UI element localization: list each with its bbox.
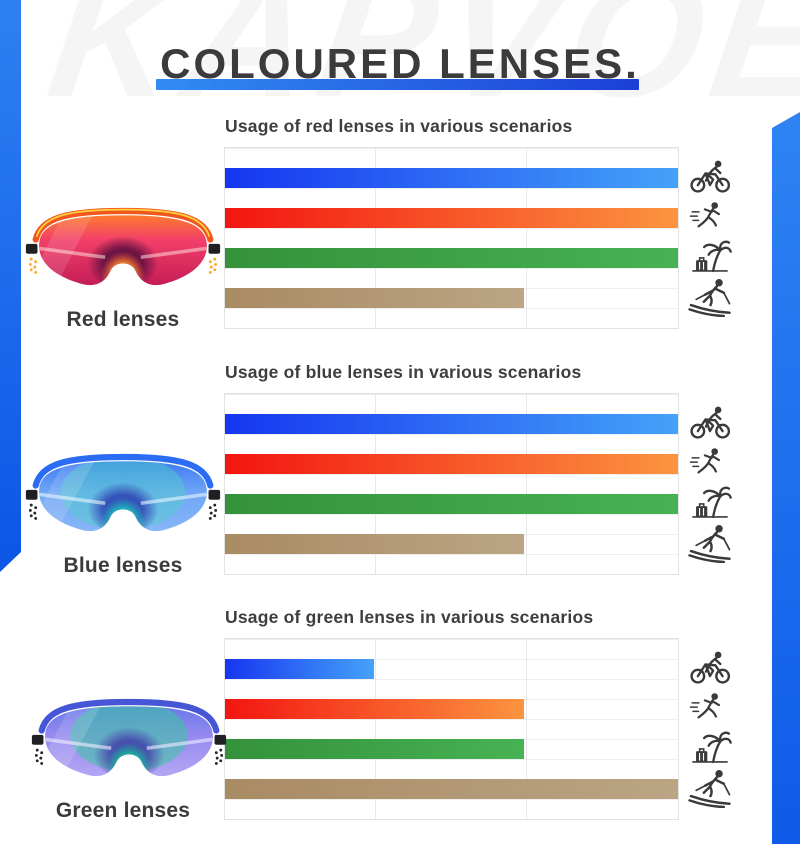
scenario-icons <box>686 648 734 808</box>
bar-chart-red <box>224 147 679 329</box>
cyclist-icon <box>686 403 734 443</box>
skier-icon <box>686 768 734 808</box>
cyclist-icon <box>686 157 734 197</box>
title-underline <box>156 79 639 90</box>
section-heading: Usage of red lenses in various scenarios <box>225 116 573 136</box>
blue-lenses-image <box>25 453 221 532</box>
red-lenses-image <box>25 207 221 286</box>
caption-blue-lenses: Blue lenses <box>63 554 183 577</box>
cyclist-icon <box>686 648 734 688</box>
section-red-lenses: Usage of red lenses in various scenarios <box>0 116 800 352</box>
bar-chart-blue <box>224 393 679 575</box>
caption-red-lenses: Red lenses <box>66 308 180 331</box>
skier-icon <box>686 277 734 317</box>
scenario-icons <box>686 403 734 563</box>
right-blue-band <box>772 112 800 844</box>
green-lenses-image <box>31 698 227 777</box>
palm-tree-icon <box>686 728 734 768</box>
bar-skiing <box>225 534 524 554</box>
palm-tree-icon <box>686 237 734 277</box>
page-title: COLOURED LENSES. <box>160 40 640 87</box>
runner-icon <box>686 443 734 483</box>
bar-skiing <box>225 288 524 308</box>
runner-icon <box>686 197 734 237</box>
bar-cycling <box>225 414 678 434</box>
bar-skiing <box>225 779 678 799</box>
left-blue-band <box>0 0 21 572</box>
bar-running <box>225 454 678 474</box>
section-green-lenses: Usage of green lenses in various scenari… <box>0 607 800 843</box>
section-heading: Usage of blue lenses in various scenario… <box>225 362 582 382</box>
bar-vacation <box>225 248 678 268</box>
skier-icon <box>686 523 734 563</box>
bar-vacation <box>225 739 524 759</box>
scenario-icons <box>686 157 734 317</box>
bar-chart-green <box>224 638 679 820</box>
runner-icon <box>686 688 734 728</box>
bar-vacation <box>225 494 678 514</box>
section-heading: Usage of green lenses in various scenari… <box>225 607 594 627</box>
caption-green-lenses: Green lenses <box>55 799 191 822</box>
bar-running <box>225 208 678 228</box>
bar-cycling <box>225 659 375 679</box>
bar-running <box>225 699 524 719</box>
section-blue-lenses: Usage of blue lenses in various scenario… <box>0 362 800 598</box>
bar-cycling <box>225 168 678 188</box>
palm-tree-icon <box>686 483 734 523</box>
